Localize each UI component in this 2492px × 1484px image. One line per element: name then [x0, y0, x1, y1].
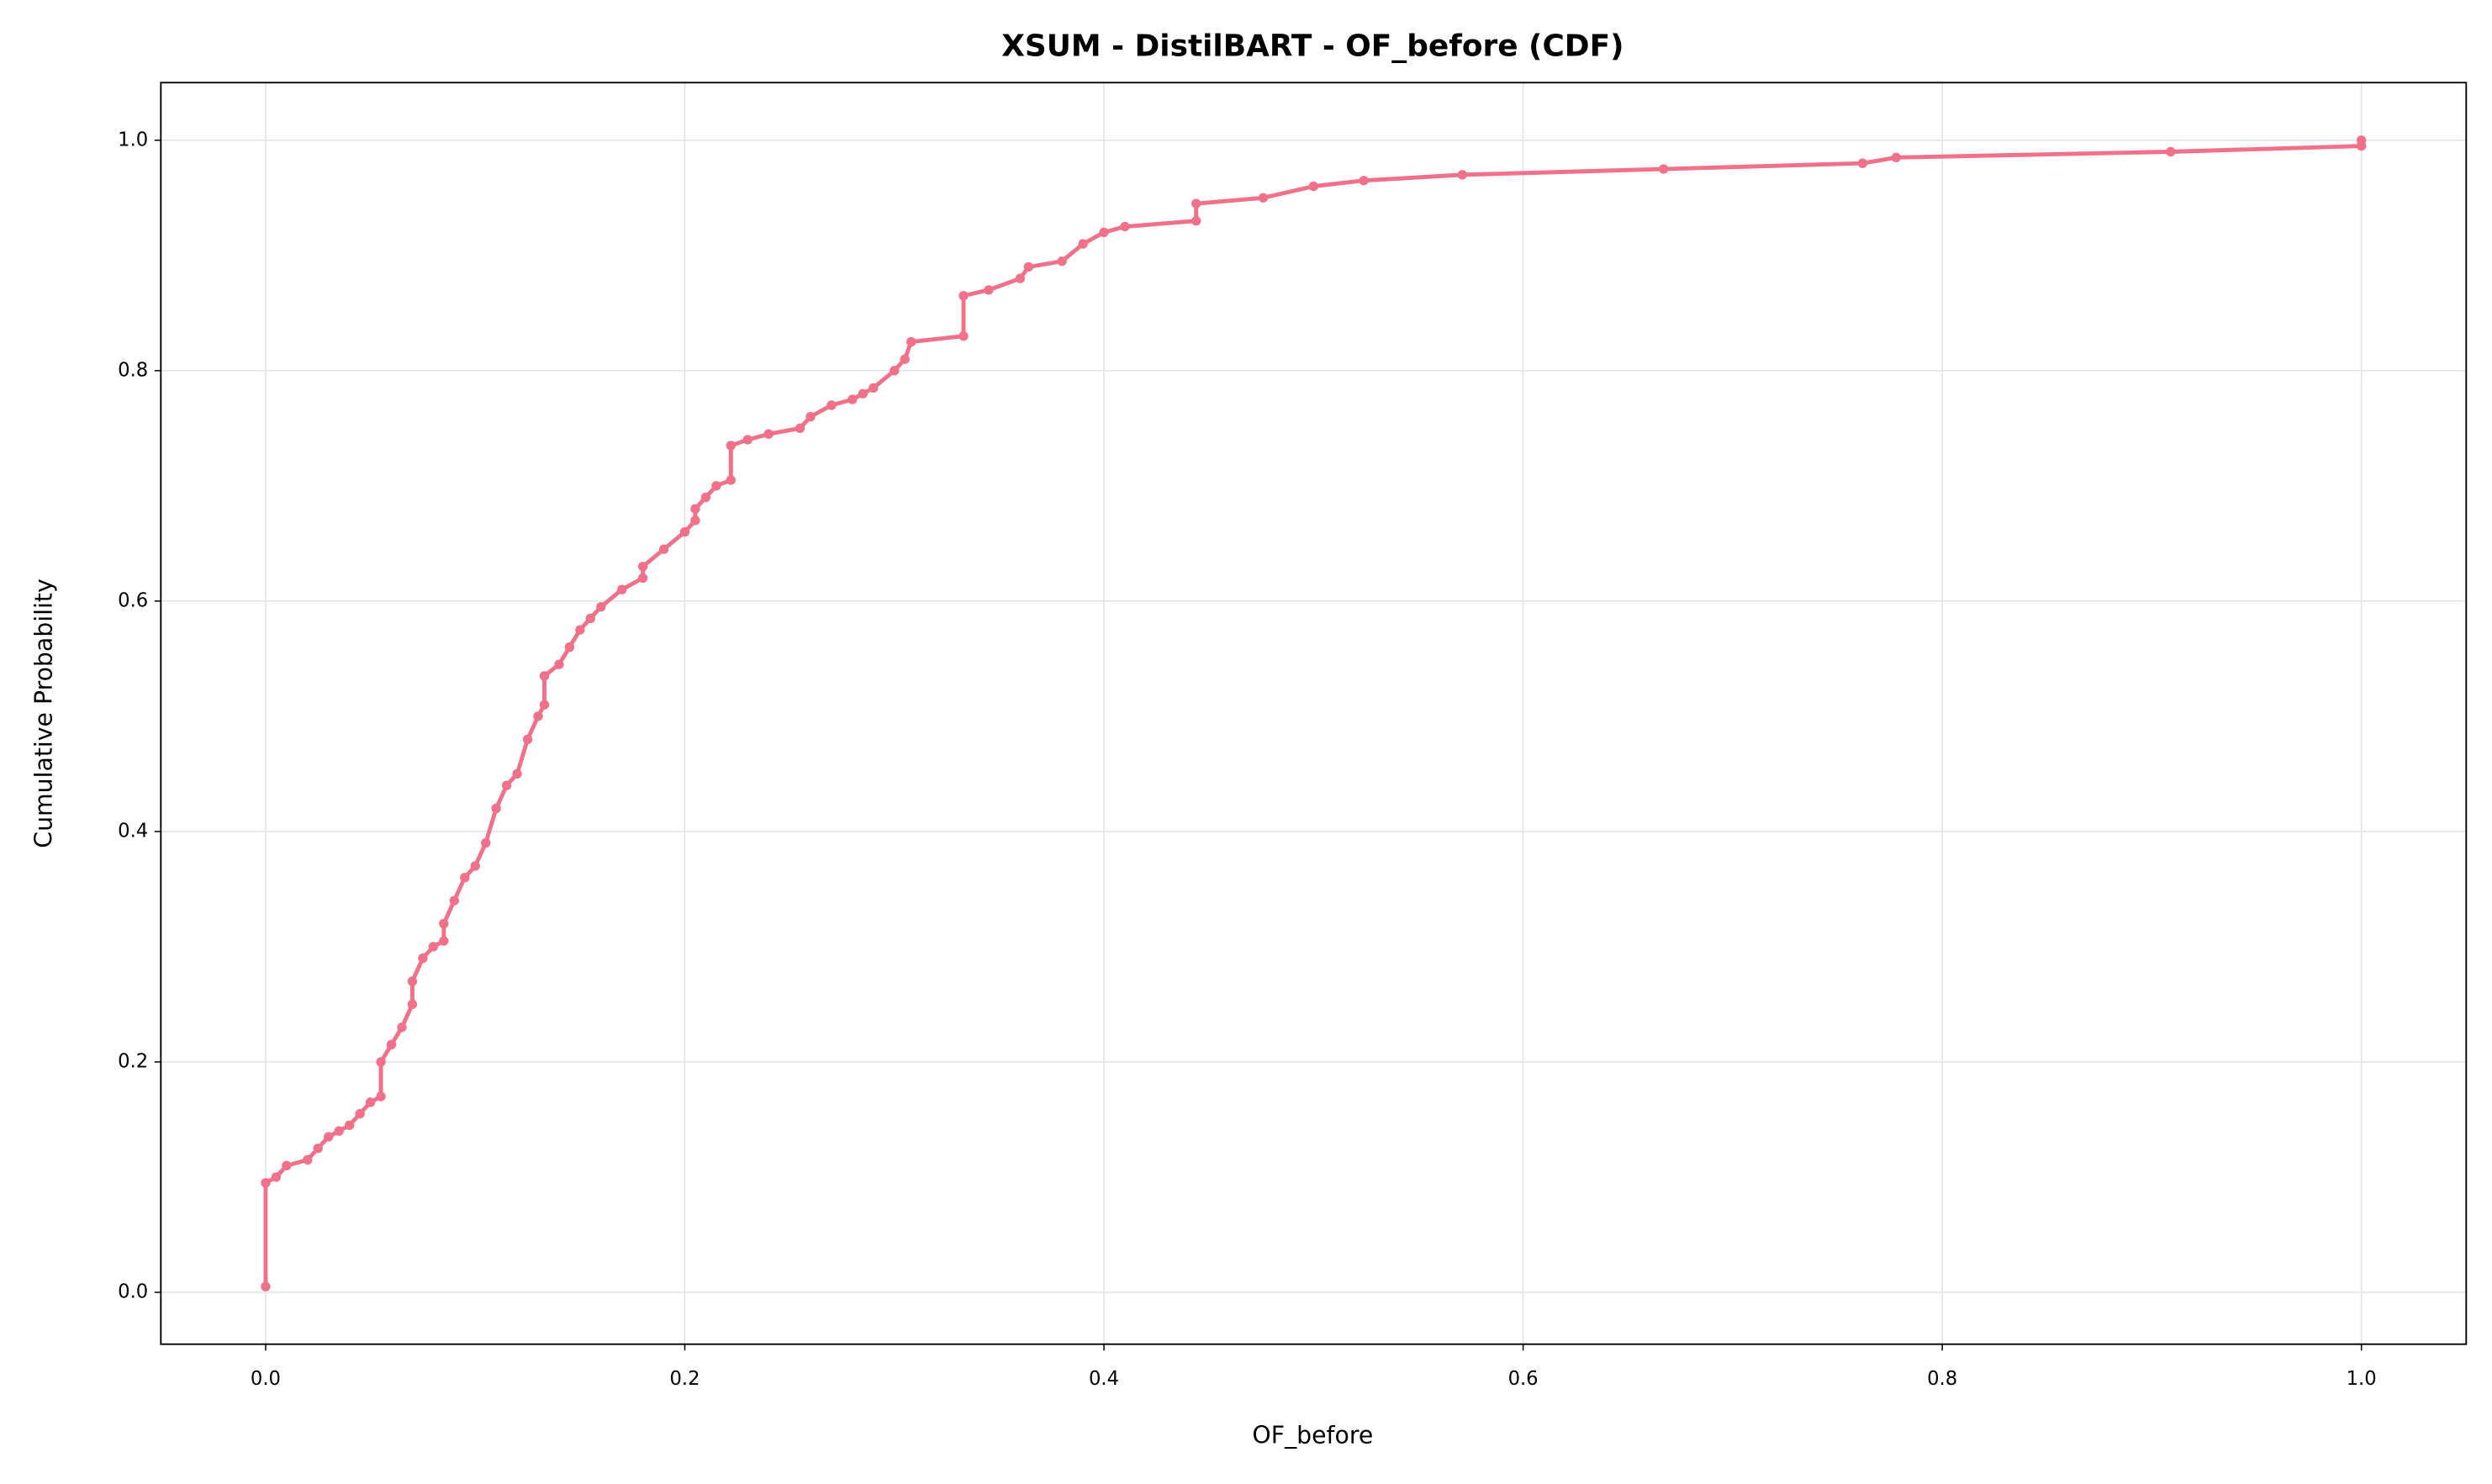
x-tick-label: 0.6 [1508, 1368, 1539, 1390]
data-point [1891, 152, 1901, 163]
data-point [1099, 227, 1109, 238]
data-point [303, 1154, 313, 1165]
data-point [1457, 170, 1467, 180]
data-point [439, 918, 449, 929]
data-point [726, 475, 737, 485]
data-point [522, 734, 533, 744]
data-point [795, 423, 805, 434]
x-tick-label: 0.0 [251, 1368, 281, 1390]
data-point [501, 780, 512, 790]
data-point [1359, 176, 1369, 186]
x-tick-label: 0.2 [669, 1368, 700, 1390]
data-point [617, 584, 627, 594]
data-point [1078, 239, 1088, 249]
data-point [554, 659, 564, 669]
data-point [679, 526, 690, 537]
data-point [271, 1172, 282, 1182]
data-point [805, 411, 816, 422]
y-tick-label: 0.2 [118, 1050, 148, 1072]
data-point [1857, 158, 1868, 168]
data-point [407, 976, 418, 986]
data-point [958, 291, 969, 301]
data-point [711, 481, 721, 491]
y-tick-label: 0.4 [118, 820, 148, 842]
data-point [313, 1143, 323, 1154]
data-point [407, 999, 418, 1010]
y-tick-label: 1.0 [118, 129, 148, 151]
data-point [355, 1108, 365, 1119]
data-point [397, 1022, 407, 1032]
data-point [512, 768, 522, 779]
data-point [334, 1126, 344, 1136]
data-point [261, 1281, 271, 1291]
data-point [690, 504, 700, 514]
data-point [539, 671, 550, 681]
data-point [984, 285, 994, 295]
y-tick-label: 0.6 [118, 589, 148, 611]
data-point [900, 354, 910, 364]
data-point [564, 642, 575, 652]
chart-title: XSUM - DistilBART - OF_before (CDF) [1001, 29, 1623, 64]
data-point [585, 613, 595, 624]
x-tick-label: 0.4 [1089, 1368, 1119, 1390]
data-point [2357, 135, 2367, 145]
data-point [1057, 256, 1067, 267]
x-axis-label: OF_before [1252, 1421, 1373, 1449]
data-point [481, 837, 491, 848]
x-tick-label: 1.0 [2347, 1368, 2377, 1390]
data-point [470, 861, 480, 871]
x-tick-label: 0.8 [1927, 1368, 1957, 1390]
data-point [1308, 181, 1318, 192]
data-point [449, 895, 459, 906]
data-point [890, 366, 900, 376]
data-point [376, 1057, 386, 1067]
data-point [1191, 198, 1201, 209]
data-point [2166, 146, 2176, 157]
data-point [418, 953, 428, 964]
data-point [386, 1039, 397, 1050]
data-point [261, 1178, 271, 1188]
data-point [700, 492, 711, 503]
data-point [869, 383, 879, 393]
y-tick-label: 0.0 [118, 1281, 148, 1303]
data-point [906, 336, 916, 347]
data-point [1015, 273, 1026, 283]
data-point [344, 1120, 355, 1131]
plot-frame [160, 82, 2468, 1345]
data-point [428, 942, 439, 952]
data-point [460, 873, 470, 883]
data-point [637, 573, 648, 584]
data-point [365, 1097, 376, 1107]
data-point [958, 331, 969, 341]
data-point [539, 700, 550, 710]
data-point [826, 400, 837, 410]
data-point [282, 1160, 292, 1170]
data-point [726, 441, 737, 451]
data-point [658, 544, 669, 554]
data-point [1191, 216, 1201, 226]
data-point [1658, 164, 1669, 174]
y-tick-label: 0.8 [118, 359, 148, 381]
data-point [690, 515, 700, 525]
data-point [439, 936, 449, 946]
data-point [596, 602, 606, 612]
data-point [376, 1091, 386, 1101]
data-point [491, 803, 501, 814]
data-point [763, 429, 773, 439]
data-point [1120, 221, 1130, 232]
y-axis-label: Cumulative Probability [29, 578, 57, 848]
data-point [533, 711, 543, 721]
data-point [575, 625, 585, 635]
data-point [637, 562, 648, 572]
data-point [1258, 193, 1269, 203]
data-point [858, 388, 869, 399]
data-point [324, 1132, 334, 1142]
data-point [847, 394, 858, 404]
data-point [742, 435, 752, 445]
data-point [1023, 261, 1033, 272]
